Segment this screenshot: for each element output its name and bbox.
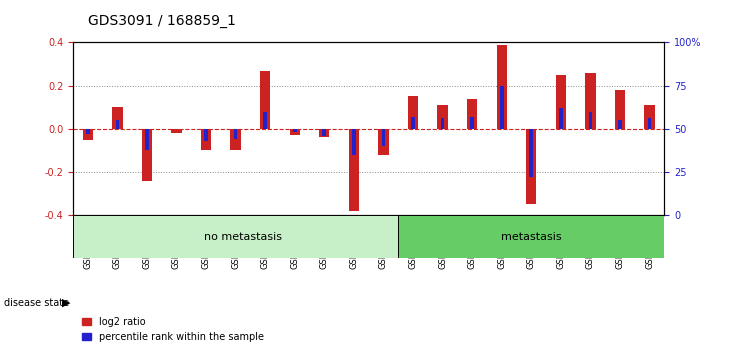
Bar [411,117,415,129]
Bar [408,97,418,129]
Bar [112,107,123,129]
Bar [648,119,651,129]
Bar [556,75,566,129]
Bar [382,129,385,146]
Bar [264,112,267,129]
Bar [201,129,211,150]
Bar [145,129,149,150]
Bar [204,129,208,141]
Bar [352,129,356,155]
Bar [323,129,326,136]
Bar [349,129,359,211]
Text: no metastasis: no metastasis [204,232,282,242]
Bar [172,129,182,133]
Bar [559,108,563,129]
Bar [529,129,533,177]
Bar [467,99,477,129]
Bar [618,120,622,129]
Text: disease state: disease state [4,298,69,308]
Bar [142,129,152,181]
Text: metastasis: metastasis [501,232,561,242]
Bar [86,129,90,134]
Bar [470,117,474,129]
Bar [441,119,445,129]
Bar [437,105,447,129]
Bar [260,70,270,129]
Bar [82,129,93,139]
Bar [290,129,300,135]
Bar [378,129,388,155]
Bar [496,45,507,129]
FancyBboxPatch shape [399,215,664,258]
Bar [293,129,296,132]
Legend: log2 ratio, percentile rank within the sample: log2 ratio, percentile rank within the s… [78,313,268,346]
Bar [500,86,504,129]
Bar [234,129,237,139]
Bar [319,129,329,137]
Bar [588,112,592,129]
Bar [645,105,655,129]
Text: GDS3091 / 168859_1: GDS3091 / 168859_1 [88,14,236,28]
Bar [526,129,537,204]
Bar [231,129,241,150]
Bar [615,90,625,129]
Bar [115,120,119,129]
FancyBboxPatch shape [73,215,399,258]
Text: ▶: ▶ [62,298,71,308]
Bar [585,73,596,129]
